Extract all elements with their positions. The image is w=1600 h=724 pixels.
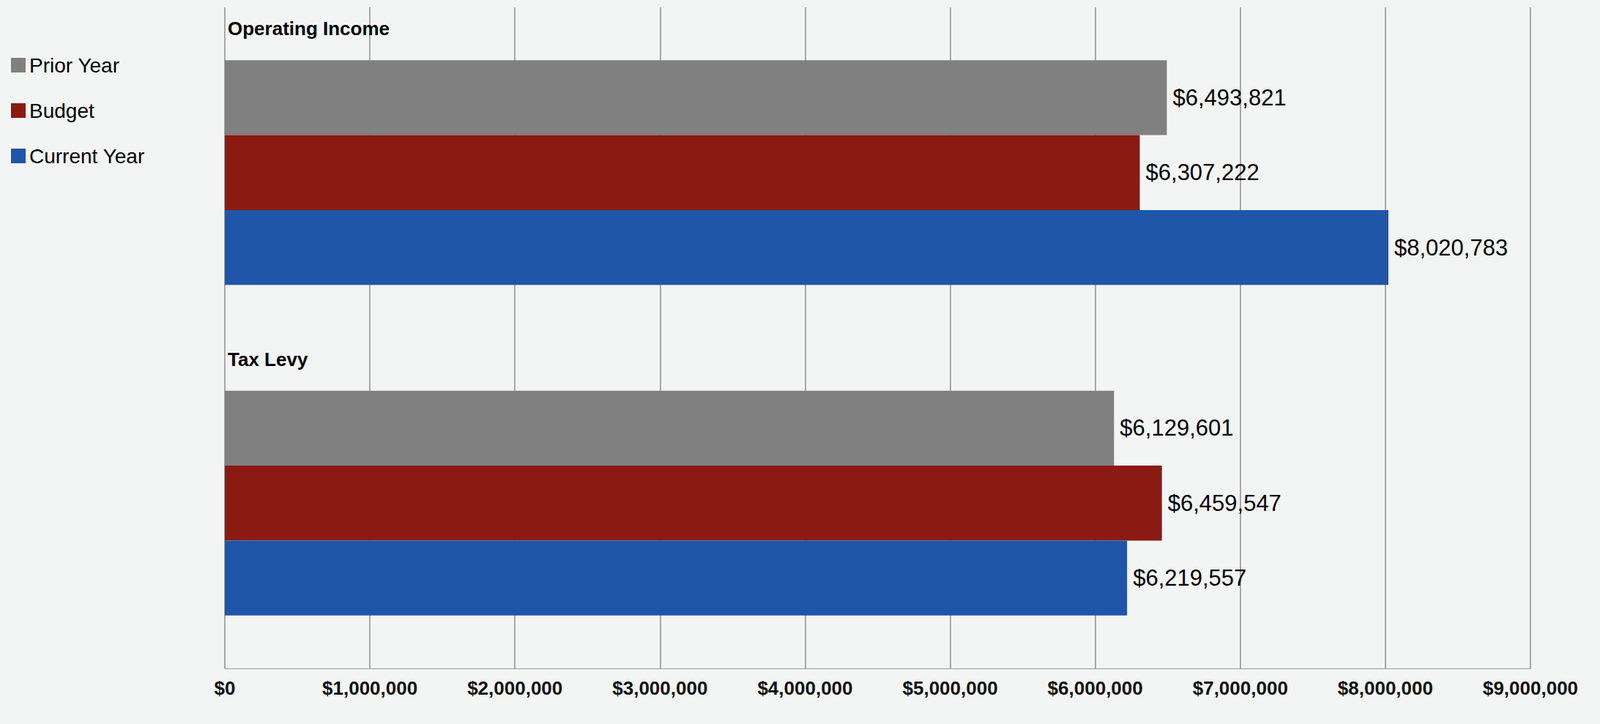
svg-text:$9,000,000: $9,000,000 — [1482, 677, 1579, 700]
svg-text:Prior Year: Prior Year — [29, 54, 120, 77]
svg-text:$6,219,557: $6,219,557 — [1132, 565, 1247, 591]
svg-text:$6,129,601: $6,129,601 — [1119, 415, 1234, 441]
svg-text:$8,000,000: $8,000,000 — [1337, 677, 1434, 700]
svg-text:$6,307,222: $6,307,222 — [1145, 159, 1260, 186]
svg-text:Operating Income: Operating Income — [227, 17, 390, 40]
svg-text:$7,000,000: $7,000,000 — [1192, 677, 1289, 700]
svg-text:$5,000,000: $5,000,000 — [902, 677, 998, 700]
svg-text:$2,000,000: $2,000,000 — [467, 677, 563, 700]
svg-text:$8,020,783: $8,020,783 — [1394, 235, 1508, 261]
svg-text:$1,000,000: $1,000,000 — [322, 677, 418, 700]
svg-text:Tax Levy: Tax Levy — [227, 348, 309, 371]
svg-text:$4,000,000: $4,000,000 — [757, 677, 853, 700]
svg-text:Budget: Budget — [29, 99, 95, 123]
svg-text:$0: $0 — [214, 677, 236, 700]
svg-text:$3,000,000: $3,000,000 — [612, 677, 708, 700]
svg-text:$6,000,000: $6,000,000 — [1047, 677, 1144, 700]
svg-text:$6,459,547: $6,459,547 — [1167, 490, 1282, 517]
svg-text:Current Year: Current Year — [29, 144, 145, 168]
svg-text:$6,493,821: $6,493,821 — [1172, 84, 1286, 111]
